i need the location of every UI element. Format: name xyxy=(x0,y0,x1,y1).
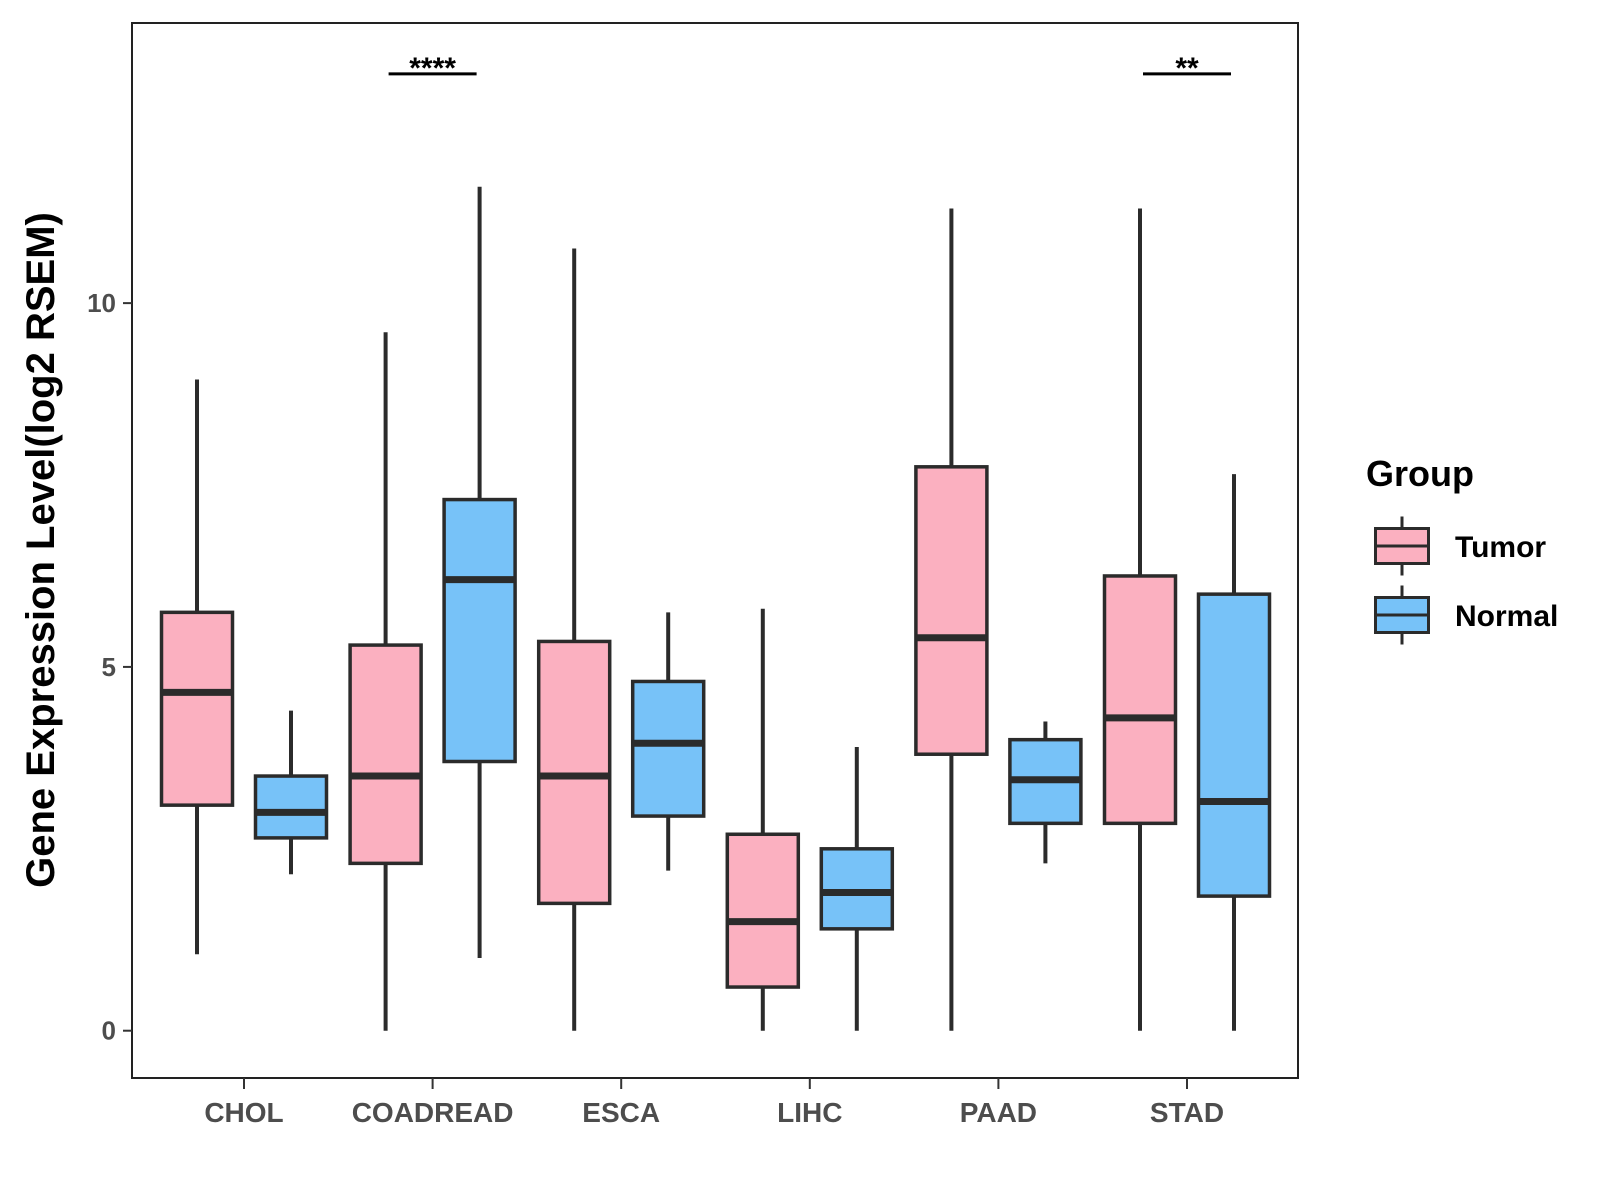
legend-label-normal: Normal xyxy=(1455,600,1558,633)
box-body xyxy=(630,679,706,818)
box-body xyxy=(159,610,235,807)
normal-box-coadread xyxy=(442,186,517,958)
box-body xyxy=(1102,574,1178,826)
normal-box-chol xyxy=(253,710,329,875)
box-body xyxy=(348,643,423,866)
box-body xyxy=(1196,592,1272,898)
x-tick-label: LIHC xyxy=(777,1097,842,1128)
x-tick-label: PAAD xyxy=(960,1097,1037,1128)
tumor-box-lihc xyxy=(725,608,801,1031)
significance-annotations: **** ** xyxy=(388,52,1231,85)
box-body xyxy=(536,639,612,906)
significance-label: ** xyxy=(1175,52,1199,85)
x-tick-label: CHOL xyxy=(204,1097,283,1128)
panel-background xyxy=(132,23,1298,1078)
box-body xyxy=(442,497,517,764)
y-axis: 0 5 10 xyxy=(87,288,132,1046)
normal-box-esca xyxy=(630,612,706,871)
box-body xyxy=(819,847,895,931)
tumor-box-coadread xyxy=(348,332,423,1031)
y-tick-label: 0 xyxy=(102,1016,116,1046)
tumor-box-stad xyxy=(1102,208,1178,1031)
x-tick-label: COADREAD xyxy=(352,1097,514,1128)
y-axis-label: Gene Expression Level(log2 RSEM) xyxy=(19,212,63,888)
panel-border xyxy=(131,22,1299,1079)
box-body xyxy=(914,465,989,756)
box-body xyxy=(725,832,801,989)
legend-title: Group xyxy=(1366,453,1474,494)
legend-key-normal xyxy=(1374,585,1430,645)
normal-box-lihc xyxy=(819,746,895,1031)
box-body xyxy=(253,774,329,840)
legend: Group Tumor Normal xyxy=(1366,453,1558,645)
normal-box-stad xyxy=(1196,474,1272,1031)
y-tick-label: 10 xyxy=(87,288,116,318)
box-layer xyxy=(159,186,1272,1031)
tumor-box-paad xyxy=(914,208,989,1031)
normal-box-paad xyxy=(1008,721,1083,864)
legend-key-tumor xyxy=(1374,516,1430,576)
x-tick-label: STAD xyxy=(1150,1097,1224,1128)
tumor-box-chol xyxy=(159,379,235,955)
legend-label-tumor: Tumor xyxy=(1455,531,1546,564)
x-tick-label: ESCA xyxy=(582,1097,660,1128)
significance-label: **** xyxy=(409,52,456,85)
tumor-box-esca xyxy=(536,248,612,1031)
y-tick-label: 5 xyxy=(102,652,116,682)
x-axis: CHOL COADREAD ESCA LIHC PAAD STAD xyxy=(204,1078,1224,1128)
